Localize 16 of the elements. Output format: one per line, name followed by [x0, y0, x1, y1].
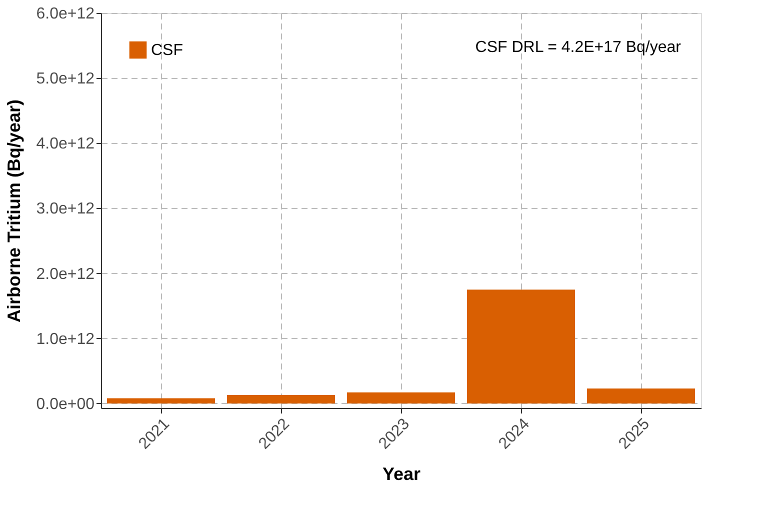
- bar: [107, 398, 215, 404]
- legend-label: CSF: [151, 42, 184, 59]
- y-axis-title: Airborne Tritium (Bq/year): [4, 99, 24, 323]
- bar: [587, 388, 695, 404]
- y-tick-label: 2.0e+12: [36, 266, 95, 283]
- bar: [467, 290, 575, 404]
- y-tick-label: 0.0e+00: [36, 396, 95, 413]
- y-tick-label: 4.0e+12: [36, 136, 95, 153]
- annotation: CSF DRL = 4.2E+17 Bq/year: [475, 39, 682, 56]
- y-tick-label: 3.0e+12: [36, 200, 95, 218]
- bar: [227, 394, 335, 404]
- y-tick-label: 1.0e+12: [36, 330, 95, 348]
- x-axis-title: Year: [382, 464, 421, 484]
- y-tick-label: 5.0e+12: [36, 70, 95, 88]
- bar: [347, 392, 455, 404]
- y-tick-label: 6.0e+12: [36, 6, 95, 22]
